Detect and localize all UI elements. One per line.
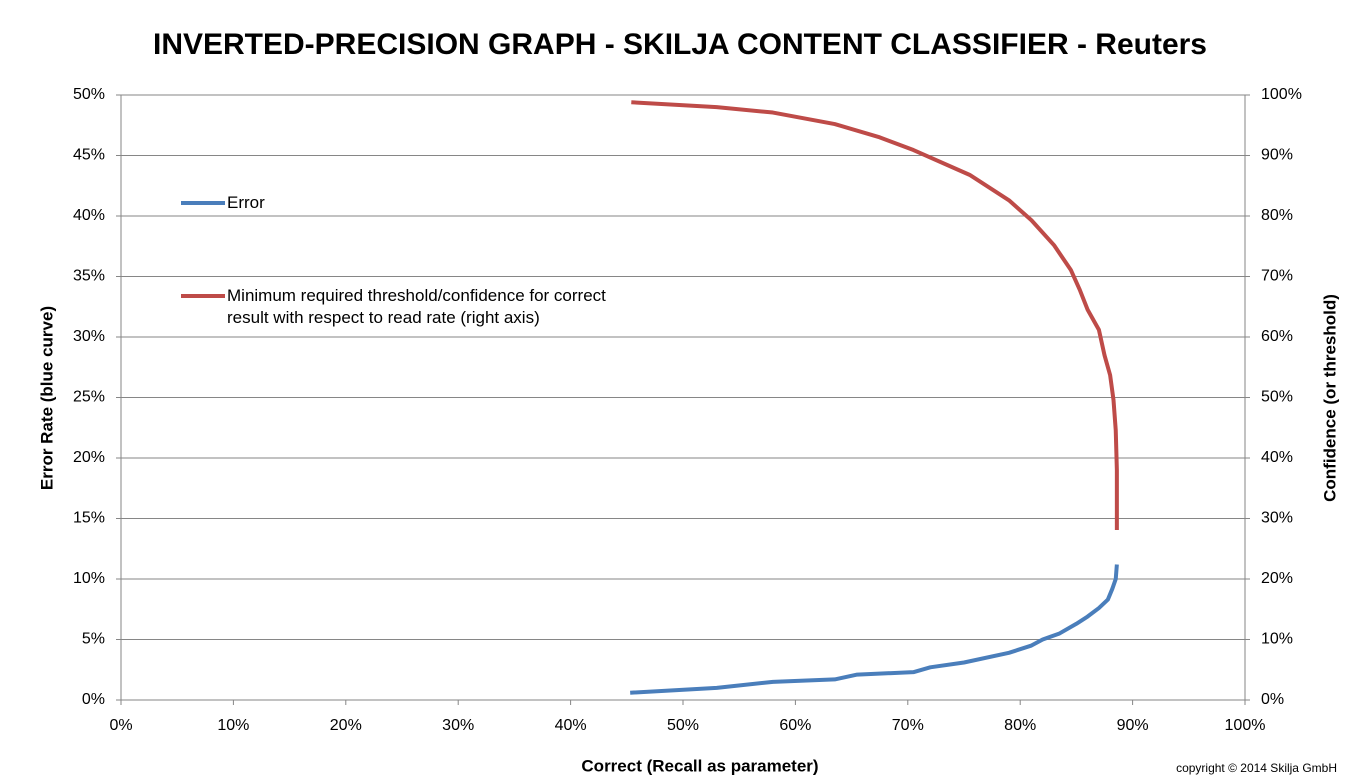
y2-tick-label: 20% <box>1261 570 1293 587</box>
y2-tick-label: 90% <box>1261 147 1293 164</box>
x-tick-label: 50% <box>667 717 699 734</box>
y2-tick-label: 50% <box>1261 389 1293 406</box>
y2-axis-title: Confidence (or threshold) <box>1320 294 1339 502</box>
y2-tick-label: 0% <box>1261 691 1284 708</box>
y-tick-label: 25% <box>73 389 105 406</box>
y-tick-label: 20% <box>73 449 105 466</box>
y-tick-label: 30% <box>73 328 105 345</box>
y-tick-label: 10% <box>73 570 105 587</box>
x-tick-label: 90% <box>1117 717 1149 734</box>
y2-tick-label: 40% <box>1261 449 1293 466</box>
y2-tick-label: 80% <box>1261 207 1293 224</box>
y-tick-label: 0% <box>82 691 105 708</box>
x-tick-label: 30% <box>442 717 474 734</box>
x-axis-title: Correct (Recall as parameter) <box>581 756 818 775</box>
copyright: copyright © 2014 Skilja GmbH <box>1176 761 1337 775</box>
y-tick-label: 5% <box>82 631 105 648</box>
x-tick-label: 0% <box>109 717 132 734</box>
legend-swatch <box>181 201 225 205</box>
y-tick-label: 15% <box>73 510 105 527</box>
legend-swatch <box>181 294 225 298</box>
x-tick-label: 10% <box>217 717 249 734</box>
y-tick-label: 50% <box>73 86 105 103</box>
y2-tick-label: 30% <box>1261 510 1293 527</box>
y-tick-label: 45% <box>73 147 105 164</box>
y2-tick-label: 70% <box>1261 268 1293 285</box>
chart-title: INVERTED-PRECISION GRAPH - SKILJA CONTEN… <box>153 28 1207 61</box>
y-tick-label: 35% <box>73 268 105 285</box>
x-tick-label: 20% <box>330 717 362 734</box>
y2-tick-label: 10% <box>1261 631 1293 648</box>
x-tick-label: 70% <box>892 717 924 734</box>
y-axis-title: Error Rate (blue curve) <box>37 306 56 490</box>
legend-label: Error <box>227 193 265 212</box>
y-tick-label: 40% <box>73 207 105 224</box>
series-line <box>630 564 1119 695</box>
legend-label: Minimum required threshold/confidence fo… <box>227 286 606 327</box>
y2-tick-label: 100% <box>1261 86 1302 103</box>
x-tick-label: 80% <box>1004 717 1036 734</box>
x-tick-label: 60% <box>779 717 811 734</box>
legend-item: Minimum required threshold/confidence fo… <box>181 285 621 329</box>
series-line <box>631 100 1119 530</box>
legend-item: Error <box>181 192 381 214</box>
x-tick-label: 100% <box>1225 717 1266 734</box>
y2-tick-label: 60% <box>1261 328 1293 345</box>
x-tick-label: 40% <box>555 717 587 734</box>
